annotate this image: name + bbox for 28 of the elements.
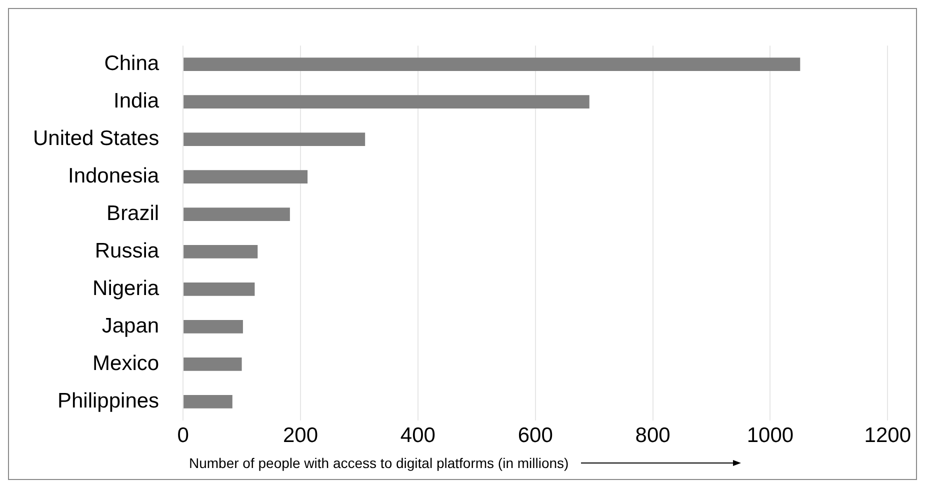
x-tick-label: 1200 (864, 424, 911, 447)
x-tick-label: 1000 (746, 424, 794, 447)
bar (184, 170, 308, 184)
x-tick-label: 0 (177, 424, 189, 447)
y-tick-label: Nigeria (92, 277, 160, 300)
y-tick-label: Japan (102, 314, 160, 338)
bar (184, 95, 590, 109)
y-tick-label: United States (32, 127, 160, 150)
y-tick-label: China (104, 52, 160, 76)
bar (184, 58, 800, 72)
x-tick-label: 400 (400, 424, 436, 447)
bar (184, 132, 366, 146)
y-tick-label: Russia (94, 240, 160, 263)
bar (184, 357, 242, 371)
x-tick-label: 600 (518, 424, 553, 447)
bar (184, 245, 258, 258)
y-tick-label: Philippines (57, 389, 160, 412)
bar (184, 320, 243, 334)
bar (184, 394, 232, 408)
bar (184, 282, 255, 296)
bar (184, 208, 290, 221)
x-tick-label: 200 (282, 424, 318, 447)
x-axis-title: Number of people with access to digital platforms (in millions) (189, 455, 569, 471)
x-tick-label: 800 (635, 424, 670, 447)
y-tick-label: Mexico (92, 352, 160, 375)
y-tick-label: India (114, 90, 160, 113)
y-tick-label: Brazil (106, 202, 160, 226)
y-tick-label: Indonesia (68, 164, 160, 188)
